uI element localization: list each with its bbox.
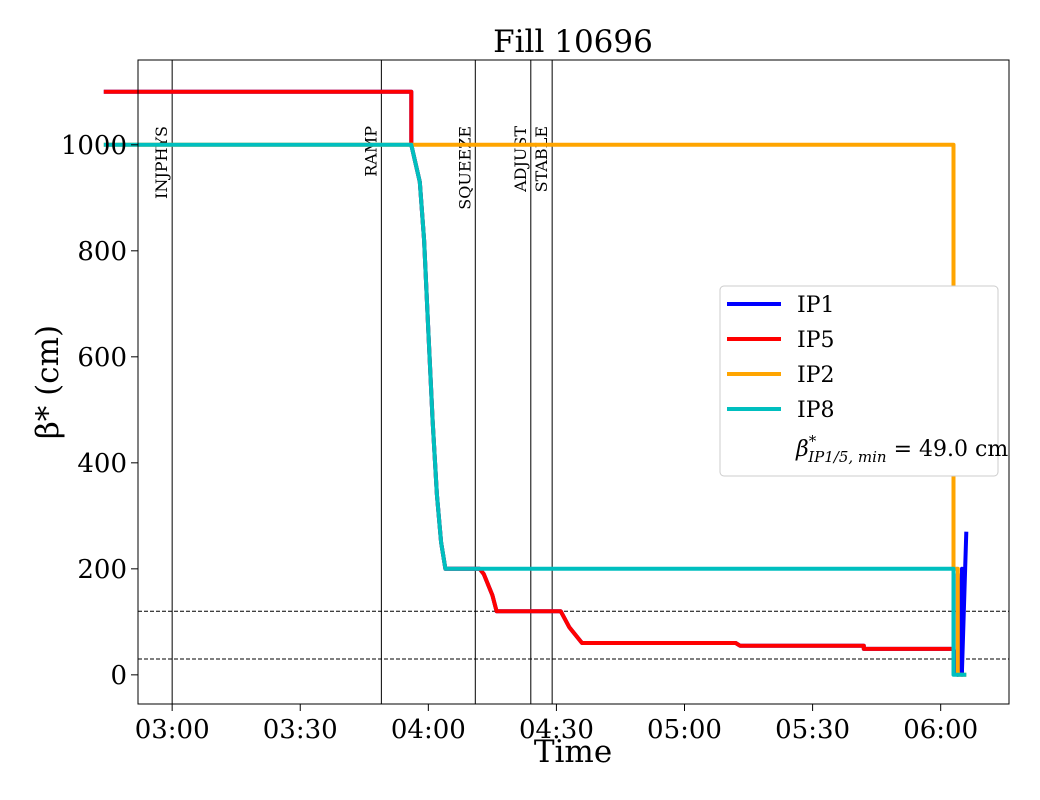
legend-label-ip1: IP1 (797, 293, 835, 318)
legend-label-ip5: IP5 (797, 328, 835, 353)
y-tick-label: 800 (77, 237, 127, 267)
reference-lines (138, 610, 1009, 660)
x-tick-label: 04:30 (519, 715, 594, 745)
x-tick-label: 03:00 (135, 715, 210, 745)
phase-label-injphys: INJPHYS (152, 126, 171, 199)
phase-label-adjust: ADJUST (511, 126, 530, 193)
x-axis-label: Time (534, 734, 612, 770)
x-tick-label: 06:00 (903, 715, 978, 745)
y-tick-label: 200 (77, 555, 127, 585)
chart-title: Fill 10696 (493, 24, 653, 60)
plot-area (137, 59, 1010, 705)
y-tick-label: 0 (110, 661, 127, 691)
y-tick-label: 400 (77, 449, 127, 479)
x-axis-ticks: 03:00 03:30 04:00 04:30 05:00 05:30 06:00 (135, 704, 978, 745)
x-tick-label: 04:00 (391, 715, 466, 745)
y-axis-label: β* (cm) (30, 325, 66, 439)
legend-label-ip2: IP2 (797, 363, 835, 388)
phase-markers: INJPHYS RAMP SQUEEZE ADJUST STABLE (152, 60, 553, 704)
x-tick-label: 05:00 (647, 715, 722, 745)
legend-note: β* IP1/5, min = 49.0 cm (795, 432, 1008, 466)
phase-label-ramp: RAMP (361, 126, 380, 177)
legend-box (719, 285, 999, 477)
y-tick-label: 600 (77, 343, 127, 373)
x-tick-label: 05:30 (775, 715, 850, 745)
y-axis-ticks: 0 200 400 600 800 1000 (61, 131, 138, 691)
phase-label-stable: STABLE (532, 126, 551, 192)
legend-label-ip8: IP8 (797, 398, 835, 423)
x-tick-label: 03:30 (263, 715, 338, 745)
y-tick-label: 1000 (61, 131, 127, 161)
phase-label-squeeze: SQUEEZE (455, 126, 474, 210)
series-line-ip8 (103, 142, 967, 677)
legend: IP1 IP5 IP2 IP8 β* IP1/5, min = 49.0 cm (719, 285, 1008, 477)
series-lines (103, 89, 969, 677)
